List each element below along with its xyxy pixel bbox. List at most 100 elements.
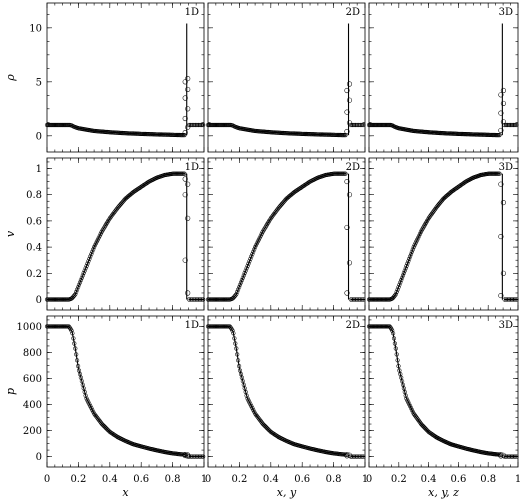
panel-frame [207, 2, 366, 153]
data-point [92, 245, 97, 250]
series-profile-line [208, 325, 347, 456]
data-point [193, 297, 198, 302]
data-point [86, 259, 91, 264]
data-point [190, 297, 195, 302]
data-point [355, 454, 360, 459]
data-point [191, 454, 196, 459]
y-tick-label: 1000 [17, 322, 42, 333]
data-point [358, 454, 363, 459]
data-point [198, 122, 203, 128]
shock-data-point [498, 234, 504, 240]
data-point [507, 454, 512, 459]
data-point [348, 122, 353, 128]
shock-data-point [500, 270, 506, 276]
panel-tag: 1D [185, 162, 199, 173]
data-point [353, 454, 358, 459]
data-point [199, 454, 204, 459]
x-tick-label: 0.8 [165, 474, 181, 485]
data-point [250, 252, 255, 257]
data-point [249, 254, 254, 259]
data-point [244, 393, 249, 398]
data-point [403, 393, 408, 398]
x-tick-label: 0.8 [326, 474, 342, 485]
data-point [409, 407, 414, 412]
data-point [361, 122, 366, 128]
data-point [73, 346, 78, 351]
data-point [361, 454, 366, 459]
shock-data-point [182, 95, 188, 101]
panel-p-1D: 0 200 400 600 800 1000 0 0.2 0.4 0.6 0.8 1 1D [17, 315, 207, 485]
data-point [74, 289, 79, 294]
data-point [76, 282, 82, 287]
shock-data-point [185, 181, 191, 187]
data-point [98, 231, 103, 236]
data-point [238, 280, 244, 285]
data-point [93, 241, 99, 246]
shock-data-point [182, 176, 188, 182]
data-point [83, 393, 88, 398]
data-point [188, 122, 193, 128]
shock-data-point [182, 115, 188, 122]
y-tick-label: 0.8 [26, 190, 42, 201]
y-tick-label: 0.2 [26, 269, 42, 280]
y-tick-label: 400 [23, 400, 42, 411]
data-point [408, 254, 413, 259]
data-point [232, 336, 237, 341]
y-tick-label: 0.6 [26, 216, 42, 227]
series-profile-line [47, 325, 186, 456]
panel-tag: 2D [346, 162, 360, 173]
x-tick-label: 0.4 [102, 474, 118, 485]
data-point [236, 287, 241, 292]
data-point [71, 336, 76, 341]
data-point [251, 249, 256, 254]
data-point [187, 297, 192, 302]
data-point [233, 293, 238, 298]
data-point [194, 454, 199, 459]
data-point [256, 237, 261, 242]
shock-data-point [344, 87, 350, 94]
data-point [193, 122, 198, 128]
y-axis-label-row-3: p [4, 388, 17, 395]
data-point [393, 346, 398, 351]
data-point [395, 287, 400, 292]
shock-data-point [498, 293, 504, 299]
data-point [246, 261, 251, 266]
data-point [502, 122, 507, 128]
data-point [243, 268, 248, 273]
shock-data-point [498, 452, 504, 458]
data-point [514, 454, 519, 459]
data-point [514, 122, 519, 128]
data-point [84, 263, 89, 269]
data-point [245, 263, 250, 269]
data-point [69, 328, 74, 333]
x-tick-label: 0.8 [480, 474, 496, 485]
data-point [231, 331, 236, 336]
x-tick-label: 0.6 [450, 474, 466, 485]
data-point [509, 297, 515, 302]
data-point [234, 292, 239, 297]
shock-data-point [498, 110, 504, 116]
x-tick-label: 1 [362, 474, 368, 485]
data-point [416, 235, 421, 240]
data-point [512, 454, 518, 459]
data-point [505, 122, 510, 128]
y-tick-label: 10 [29, 23, 42, 34]
y-tick-label: 0 [36, 452, 42, 463]
data-point [505, 297, 510, 302]
panel-frame [46, 2, 205, 153]
x-tick-label: 0.6 [133, 474, 149, 485]
data-point [355, 122, 360, 128]
data-point [77, 280, 83, 285]
data-point [95, 237, 100, 242]
data-point [393, 292, 398, 297]
data-point [507, 297, 512, 302]
x-tick-label: 0.2 [70, 474, 86, 485]
shock-data-point [185, 290, 191, 296]
data-point [259, 231, 264, 236]
data-point [76, 285, 81, 290]
panel-frame [46, 157, 205, 311]
data-point [76, 364, 81, 369]
shock-data-point [182, 192, 188, 198]
data-point [391, 336, 397, 341]
x-tick-label: 0.2 [391, 474, 407, 485]
